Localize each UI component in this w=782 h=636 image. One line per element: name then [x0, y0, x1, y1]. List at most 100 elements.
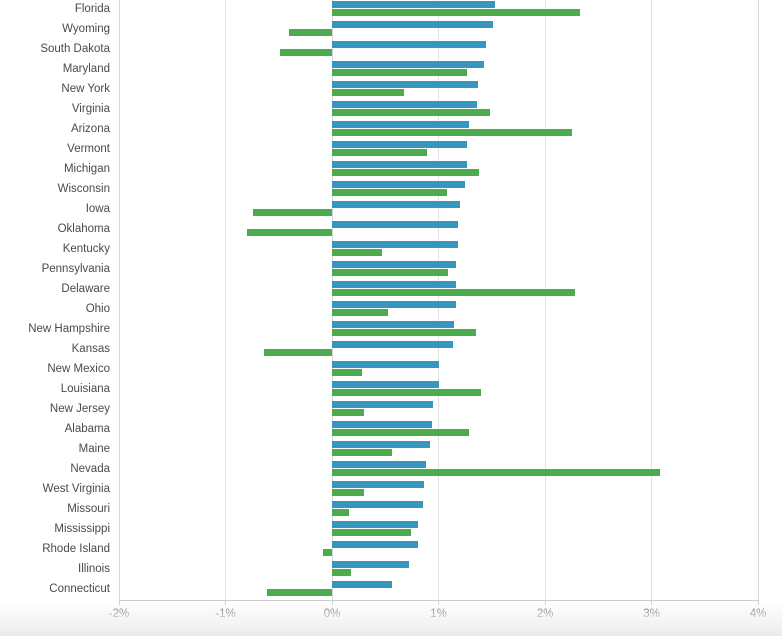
bar-blue[interactable] — [332, 541, 419, 548]
bar-blue[interactable] — [332, 41, 487, 48]
bar-blue[interactable] — [332, 181, 466, 188]
bar-blue[interactable] — [332, 21, 493, 28]
gridline — [438, 0, 439, 600]
y-axis-label: Maine — [78, 443, 110, 455]
bar-blue[interactable] — [332, 501, 423, 508]
y-axis-label: Maryland — [62, 63, 110, 75]
gridline — [225, 0, 226, 600]
bar-blue[interactable] — [332, 281, 456, 288]
bar-green[interactable] — [332, 429, 470, 436]
bar-green[interactable] — [332, 89, 405, 96]
y-axis-label: West Virginia — [42, 483, 110, 495]
bar-green[interactable] — [279, 49, 332, 56]
bar-green[interactable] — [332, 169, 479, 176]
y-axis-label: Wyoming — [62, 23, 110, 35]
gridline — [118, 0, 120, 600]
y-axis-label: Illinois — [78, 563, 110, 575]
bar-blue[interactable] — [332, 301, 456, 308]
bar-blue[interactable] — [332, 341, 454, 348]
bar-blue[interactable] — [332, 421, 433, 428]
bar-green[interactable] — [332, 309, 389, 316]
bar-blue[interactable] — [332, 61, 485, 68]
bar-green[interactable] — [332, 149, 427, 156]
bar-green[interactable] — [332, 109, 490, 116]
y-axis-label: Louisiana — [60, 383, 110, 395]
x-axis-tick-label: 4% — [749, 608, 767, 620]
bar-blue[interactable] — [332, 481, 424, 488]
bar-blue[interactable] — [332, 561, 409, 568]
bar-blue[interactable] — [332, 521, 419, 528]
bar-green[interactable] — [323, 549, 332, 556]
bar-blue[interactable] — [332, 581, 392, 588]
y-axis-label: Wisconsin — [57, 183, 110, 195]
y-axis-label: Nevada — [70, 463, 110, 475]
bar-green[interactable] — [332, 449, 392, 456]
gridline — [651, 0, 652, 600]
bar-green[interactable] — [332, 69, 468, 76]
y-axis-label: Ohio — [85, 303, 110, 315]
bar-green[interactable] — [332, 329, 476, 336]
bar-blue[interactable] — [332, 221, 458, 228]
bar-blue[interactable] — [332, 461, 426, 468]
bar-green[interactable] — [253, 209, 332, 216]
plot-area — [118, 0, 759, 600]
bar-green[interactable] — [267, 589, 332, 596]
bar-blue[interactable] — [332, 361, 439, 368]
y-axis-label: Kentucky — [62, 243, 110, 255]
bar-green[interactable] — [332, 389, 482, 396]
x-axis-tick — [438, 601, 439, 605]
x-axis-tick — [225, 601, 226, 605]
y-axis-label: Mississippi — [54, 523, 110, 535]
bar-blue[interactable] — [332, 381, 439, 388]
y-axis-label: Virginia — [71, 103, 110, 115]
bar-blue[interactable] — [332, 81, 478, 88]
bar-blue[interactable] — [332, 121, 470, 128]
bar-green[interactable] — [332, 529, 411, 536]
gridline — [331, 0, 333, 600]
bar-green[interactable] — [332, 289, 575, 296]
bar-blue[interactable] — [332, 101, 477, 108]
bar-green[interactable] — [332, 409, 364, 416]
y-axis-label: Rhode Island — [42, 543, 110, 555]
y-axis-label: Iowa — [85, 203, 110, 215]
x-axis-tick — [118, 601, 120, 605]
y-axis-label: Connecticut — [49, 583, 110, 595]
x-axis-tick-label: 2% — [536, 608, 554, 620]
x-axis-tick — [331, 601, 333, 605]
y-axis-label: New York — [61, 83, 110, 95]
x-axis-tick — [651, 601, 652, 605]
y-axis-label: New Hampshire — [28, 323, 110, 335]
bar-green[interactable] — [332, 9, 581, 16]
bar-green[interactable] — [332, 129, 572, 136]
bar-green[interactable] — [332, 249, 383, 256]
bar-green[interactable] — [246, 229, 332, 236]
bar-green[interactable] — [332, 369, 362, 376]
bar-green[interactable] — [332, 509, 350, 516]
bar-blue[interactable] — [332, 241, 458, 248]
bar-blue[interactable] — [332, 321, 455, 328]
y-axis-label: Kansas — [71, 343, 110, 355]
y-axis-label: South Dakota — [40, 43, 110, 55]
bar-green[interactable] — [332, 469, 661, 476]
x-axis-tick — [544, 601, 546, 605]
y-axis-label: Vermont — [67, 143, 110, 155]
y-axis-label: Missouri — [67, 503, 110, 515]
bar-blue[interactable] — [332, 141, 468, 148]
bar-green[interactable] — [332, 189, 448, 196]
bar-blue[interactable] — [332, 1, 495, 8]
bar-blue[interactable] — [332, 201, 460, 208]
bar-blue[interactable] — [332, 441, 430, 448]
bar-green[interactable] — [332, 269, 449, 276]
bar-blue[interactable] — [332, 261, 456, 268]
y-axis-label: Pennsylvania — [41, 263, 110, 275]
bar-green[interactable] — [263, 349, 332, 356]
bar-green[interactable] — [332, 489, 364, 496]
x-axis-tick — [757, 601, 759, 605]
bar-green[interactable] — [289, 29, 332, 36]
y-axis-label: New Jersey — [49, 403, 110, 415]
bar-green[interactable] — [332, 569, 352, 576]
bar-blue[interactable] — [332, 161, 468, 168]
bar-blue[interactable] — [332, 401, 434, 408]
y-axis-label: Alabama — [64, 423, 110, 435]
y-axis-label: New Mexico — [47, 363, 110, 375]
